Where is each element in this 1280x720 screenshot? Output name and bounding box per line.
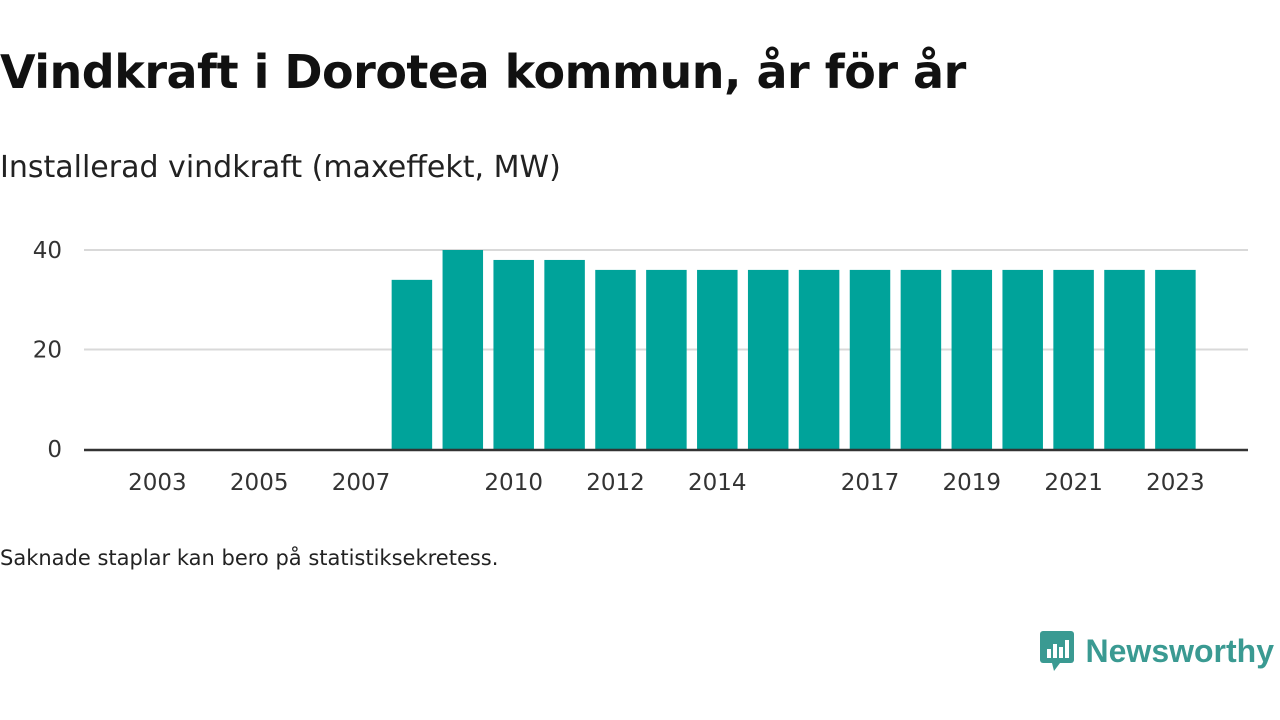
y-tick-label-40: 40 [33, 238, 62, 264]
chart-subtitle: Installerad vindkraft (maxeffekt, MW) [0, 150, 561, 185]
y-tick-label-0: 0 [47, 437, 62, 463]
bar-2017 [849, 269, 891, 449]
x-tick-label-2017: 2017 [841, 470, 900, 496]
bar-2018 [900, 269, 942, 449]
bar-2014 [697, 269, 738, 449]
bar-2009 [442, 250, 484, 449]
x-tick-label-2014: 2014 [688, 470, 747, 496]
x-tick-label-2007: 2007 [332, 470, 391, 496]
bar-2012 [595, 269, 636, 449]
x-tick-label-2023: 2023 [1146, 470, 1205, 496]
x-tick-label-2010: 2010 [484, 470, 543, 496]
bar-2020 [1002, 269, 1043, 449]
bar-2011 [544, 259, 585, 449]
bar-2010 [493, 259, 534, 449]
bar-2022 [1104, 269, 1145, 449]
bar-2019 [951, 269, 993, 449]
x-tick-label-2012: 2012 [586, 470, 645, 496]
newsworthy-logo-icon [1039, 631, 1074, 671]
bar-chart: 0 20 40 2003 2005 2007 2010 2012 2014 2017 2019 202… [33, 238, 1248, 496]
x-tick-label-2003: 2003 [128, 470, 187, 496]
x-tick-label-2019: 2019 [943, 470, 1002, 496]
bar-2016 [798, 269, 840, 449]
bar-2015 [747, 269, 789, 449]
bar-2008 [391, 279, 433, 449]
footnote: Saknade staplar kan bero på statistiksek… [0, 546, 499, 570]
y-tick-label-20: 20 [33, 338, 62, 364]
brand-name: Newsworthy [1085, 632, 1274, 669]
x-tick-label-2005: 2005 [230, 470, 289, 496]
bar-2013 [646, 269, 687, 449]
x-tick-label-2021: 2021 [1044, 470, 1103, 496]
chart-title: Vindkraft i Dorotea kommun, år för år [0, 45, 966, 99]
bar-2021 [1053, 269, 1094, 449]
brand: Newsworthy [1039, 628, 1274, 674]
bar-2023 [1155, 269, 1196, 449]
